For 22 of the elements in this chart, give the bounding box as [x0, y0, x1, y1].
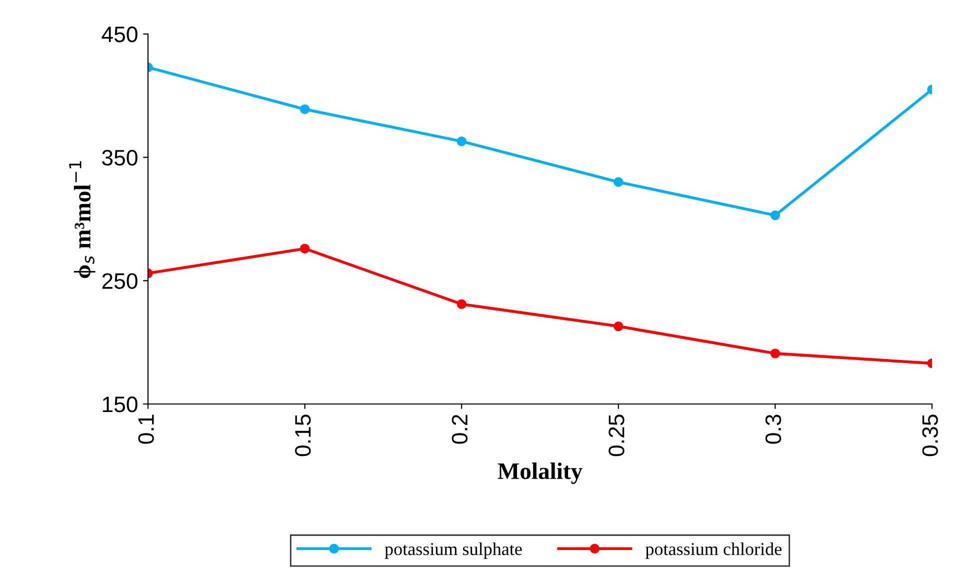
- y-tick-label: 250: [102, 273, 138, 289]
- x-tick-label: 0.2: [452, 414, 468, 444]
- point: [456, 136, 466, 146]
- y-tick-label: 350: [102, 150, 138, 166]
- x-tick-label: 0.35: [922, 414, 938, 456]
- point: [770, 348, 780, 358]
- point: [614, 321, 624, 332]
- legend-label: potassium chloride: [646, 542, 782, 559]
- point: [456, 299, 466, 309]
- x-tick-label: 0.3: [765, 414, 782, 444]
- y-tick-label: 150: [102, 396, 138, 412]
- point: [614, 177, 624, 187]
- x-tick-label: 0.25: [608, 414, 624, 456]
- x-axis-title: Molality: [498, 462, 582, 484]
- y-tick-label: 450: [102, 26, 138, 42]
- y-axis-title: ϕ$_{s}$ m³mol$^{−1}$: [69, 161, 96, 278]
- x-tick-label: 0.1: [138, 414, 154, 444]
- point: [300, 104, 310, 114]
- point: [300, 244, 310, 254]
- legend-label: potassium sulphate: [384, 542, 522, 559]
- x-tick-label: 0.15: [295, 414, 311, 456]
- point: [770, 210, 780, 220]
